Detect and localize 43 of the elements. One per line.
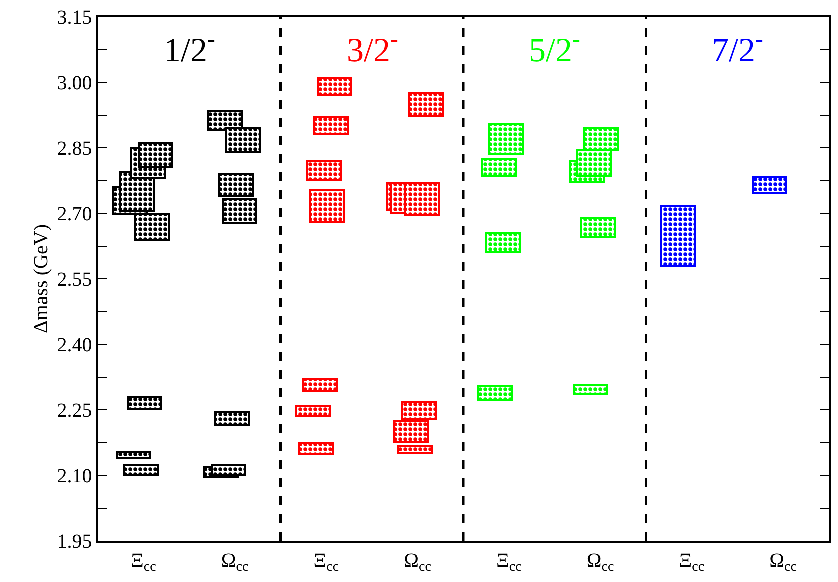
y-tick-label: 2.70 bbox=[57, 204, 92, 226]
annotation: 1/2$^{-}$ bbox=[164, 27, 216, 70]
bar bbox=[486, 232, 521, 253]
bar bbox=[488, 124, 524, 155]
y-tick-label: 3.15 bbox=[57, 7, 92, 29]
y-tick-label: 2.55 bbox=[57, 269, 92, 291]
bar bbox=[306, 160, 342, 181]
bar bbox=[574, 384, 608, 395]
y-tick-label: 3.00 bbox=[57, 72, 92, 94]
x-tick-label: Ω$_{cc}$ bbox=[770, 550, 797, 575]
y-tick-label: 2.85 bbox=[57, 138, 92, 160]
y-tick-label: 1.95 bbox=[57, 531, 92, 553]
x-tick-label: Ω$_{cc}$ bbox=[221, 550, 249, 575]
bar bbox=[482, 158, 517, 177]
y-tick-label: 2.40 bbox=[57, 334, 92, 356]
bar bbox=[124, 464, 159, 476]
bar bbox=[296, 406, 331, 417]
bar bbox=[310, 190, 345, 223]
bar bbox=[214, 412, 250, 426]
bar bbox=[298, 442, 334, 455]
bar bbox=[408, 92, 444, 117]
bar bbox=[580, 218, 616, 238]
bar bbox=[398, 446, 433, 454]
bar bbox=[318, 78, 352, 96]
bar bbox=[752, 176, 787, 194]
x-tick-label: Ξ$_{cc}$ bbox=[679, 550, 705, 575]
y-tick-label: 2.25 bbox=[57, 400, 92, 422]
annotation: 3/2$^{-}$ bbox=[347, 27, 398, 70]
x-tick-label: Ξ$_{cc}$ bbox=[314, 550, 340, 575]
bar bbox=[314, 116, 349, 135]
y-tick-label: 2.10 bbox=[57, 466, 92, 488]
bar bbox=[116, 452, 151, 459]
x-tick-label: Ξ$_{cc}$ bbox=[131, 550, 156, 575]
y-axis-title: Δmass (GeV) bbox=[30, 224, 52, 334]
annotation: 7/2$^{-}$ bbox=[712, 27, 764, 70]
bar bbox=[478, 386, 513, 401]
bar bbox=[128, 396, 162, 410]
bar bbox=[660, 206, 696, 267]
bar bbox=[302, 378, 338, 392]
x-tick-label: Ω$_{cc}$ bbox=[586, 550, 614, 575]
x-tick-label: Ξ$_{cc}$ bbox=[496, 550, 522, 575]
annotation: 5/2$^{-}$ bbox=[529, 27, 580, 70]
x-tick-label: Ω$_{cc}$ bbox=[404, 550, 432, 575]
